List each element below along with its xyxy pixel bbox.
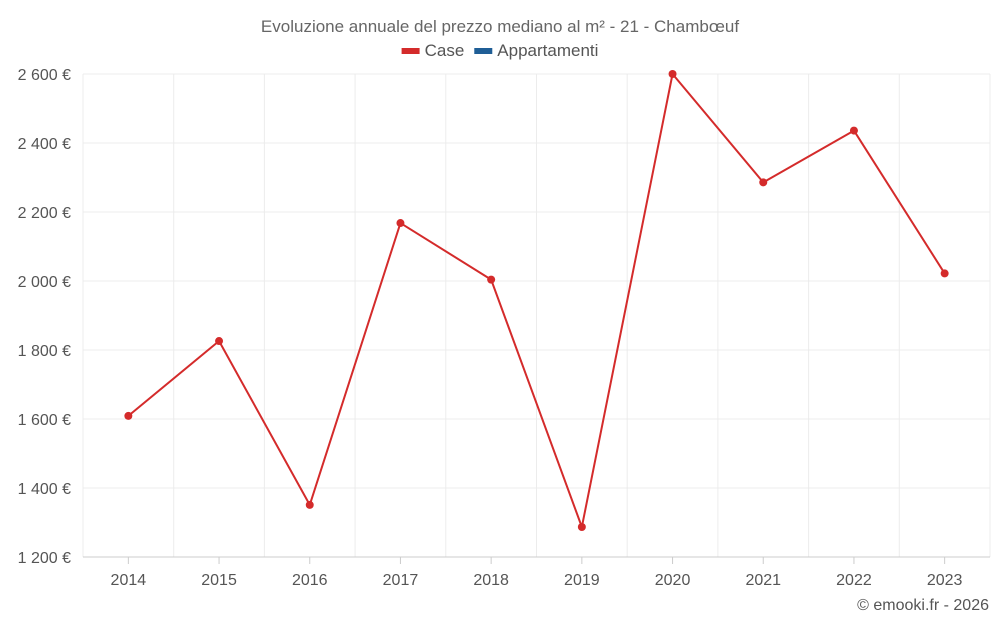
y-tick-label: 1 400 € bbox=[18, 481, 71, 498]
data-point[interactable] bbox=[849, 126, 858, 135]
legend-label: Case bbox=[425, 41, 465, 60]
series-layer bbox=[124, 70, 949, 531]
x-tick-label: 2020 bbox=[655, 572, 691, 589]
x-tick-label: 2016 bbox=[292, 572, 328, 589]
data-point[interactable] bbox=[124, 411, 133, 420]
data-point[interactable] bbox=[396, 219, 405, 228]
copyright-notice: © emooki.fr - 2026 bbox=[857, 597, 989, 614]
data-point[interactable] bbox=[940, 269, 949, 278]
y-tick-label: 1 600 € bbox=[18, 412, 71, 429]
y-tick-label: 2 200 € bbox=[18, 205, 71, 222]
legend-swatch bbox=[474, 48, 493, 54]
grid-layer bbox=[82, 73, 991, 557]
y-tick-label: 1 200 € bbox=[18, 550, 71, 567]
legend-label: Appartamenti bbox=[497, 41, 598, 60]
data-point[interactable] bbox=[759, 178, 768, 187]
y-tick-label: 1 800 € bbox=[18, 343, 71, 360]
data-point[interactable] bbox=[305, 500, 314, 509]
legend: Case Appartamenti bbox=[401, 41, 598, 60]
chart-title: Evoluzione annuale del prezzo mediano al… bbox=[261, 17, 739, 36]
x-tick-label: 2019 bbox=[564, 572, 600, 589]
x-tick-label: 2014 bbox=[111, 572, 147, 589]
series-line bbox=[127, 73, 946, 528]
x-tick-label: 2021 bbox=[745, 572, 781, 589]
x-tick-label: 2018 bbox=[473, 572, 509, 589]
x-tick-label: 2023 bbox=[927, 572, 963, 589]
x-tick-label: 2015 bbox=[201, 572, 237, 589]
data-point[interactable] bbox=[577, 522, 586, 531]
legend-item[interactable]: Case bbox=[401, 41, 465, 60]
x-tick-label: 2017 bbox=[383, 572, 419, 589]
y-tick-label: 2 000 € bbox=[18, 274, 71, 291]
y-tick-label: 2 400 € bbox=[18, 136, 71, 153]
legend-item[interactable]: Appartamenti bbox=[474, 41, 598, 60]
data-point[interactable] bbox=[215, 337, 224, 346]
data-point[interactable] bbox=[668, 70, 677, 78]
y-tick-label: 2 600 € bbox=[18, 67, 71, 84]
x-tick-label: 2022 bbox=[836, 572, 872, 589]
data-point[interactable] bbox=[487, 275, 496, 284]
axis-layer: 1 200 € 1 400 € 1 600 € 1 800 € 2 000 € 2 200… bbox=[18, 67, 990, 589]
legend-swatch bbox=[401, 48, 420, 54]
